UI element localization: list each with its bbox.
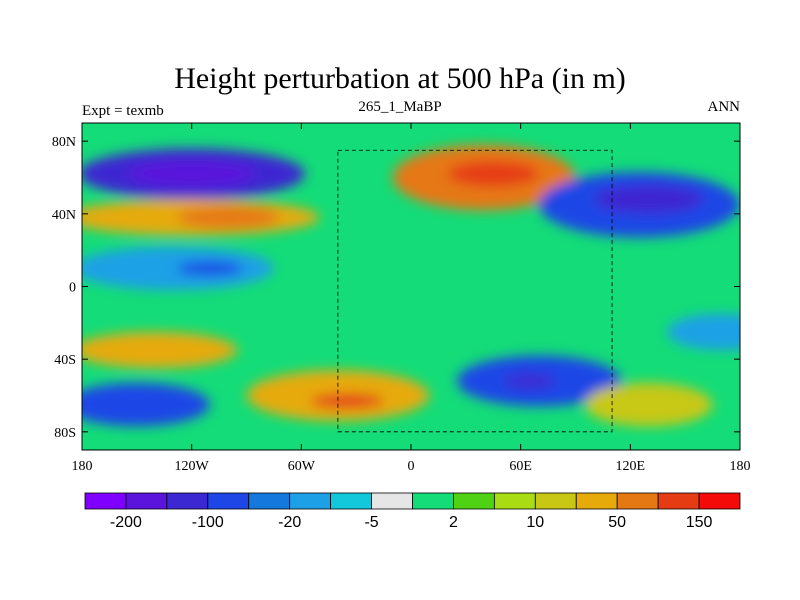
- y-tick-label: 80N: [52, 135, 76, 150]
- colorbar-label: -5: [364, 514, 378, 531]
- chart-title: Height perturbation at 500 hPa (in m): [174, 62, 626, 95]
- x-tick-label: 180: [730, 459, 751, 474]
- field-region-s-indian-core: [504, 373, 556, 389]
- field-region-tropical-low: [82, 246, 274, 291]
- colorbar-label: 150: [686, 514, 713, 531]
- field-region-n-pacific-core: [127, 161, 256, 187]
- colorbar-box: [207, 492, 250, 510]
- y-tick-label: 0: [69, 281, 76, 296]
- colorbar-box: [575, 492, 618, 510]
- experiment-label: Expt = texmb: [82, 103, 164, 119]
- y-tick-label: 80S: [54, 426, 76, 441]
- coastline-outline: [337, 149, 613, 433]
- x-tick-label: 120E: [616, 459, 646, 474]
- colorbar-box: [534, 492, 577, 510]
- field-region-s-pacific-mid-high: [82, 331, 238, 369]
- x-tick-label: 60W: [288, 459, 316, 474]
- colorbar-box: [493, 492, 536, 510]
- colorbar-label: 2: [449, 514, 458, 531]
- x-tick-label: 120W: [175, 459, 210, 474]
- subtitle: 265_1_MaBP: [358, 99, 442, 115]
- field-region-s-pacific-low: [82, 382, 210, 427]
- colorbar-box: [125, 492, 168, 510]
- y-tick-label: 40S: [54, 353, 76, 368]
- field-region-subtrop-high-core: [177, 206, 280, 229]
- colorbar-box: [166, 492, 209, 510]
- colorbar-label: -200: [110, 514, 142, 531]
- field-region-e-pacific-mid: [666, 313, 740, 351]
- colorbar-box: [330, 492, 372, 510]
- colorbar-box: [289, 492, 332, 510]
- colorbar-label: 50: [608, 514, 626, 531]
- field-region-s-ocean-high: [584, 382, 713, 427]
- y-tick-label: 40N: [52, 208, 76, 223]
- colorbar-box: [453, 492, 495, 510]
- colorbar-box: [412, 492, 454, 510]
- colorbar-box: [698, 492, 741, 510]
- x-tick-label: 60E: [509, 459, 532, 474]
- field-region-tropical-low-core: [177, 261, 243, 276]
- colorbar-box: [84, 492, 127, 510]
- season-label: ANN: [707, 99, 741, 115]
- field-region-eurasia-core: [447, 161, 539, 187]
- colorbar-label: -20: [278, 514, 301, 531]
- colorbar-label: -100: [192, 514, 224, 531]
- field-region-s-atl-core: [310, 393, 384, 409]
- colorbar-label: 10: [526, 514, 544, 531]
- x-tick-label: 0: [408, 459, 415, 474]
- colorbar-box: [371, 492, 413, 510]
- x-tick-label: 180: [72, 459, 93, 474]
- colorbar-box: [248, 492, 291, 510]
- field-region-asia-low-core: [593, 184, 704, 214]
- colorbar-box: [616, 492, 659, 510]
- colorbar-box: [657, 492, 700, 510]
